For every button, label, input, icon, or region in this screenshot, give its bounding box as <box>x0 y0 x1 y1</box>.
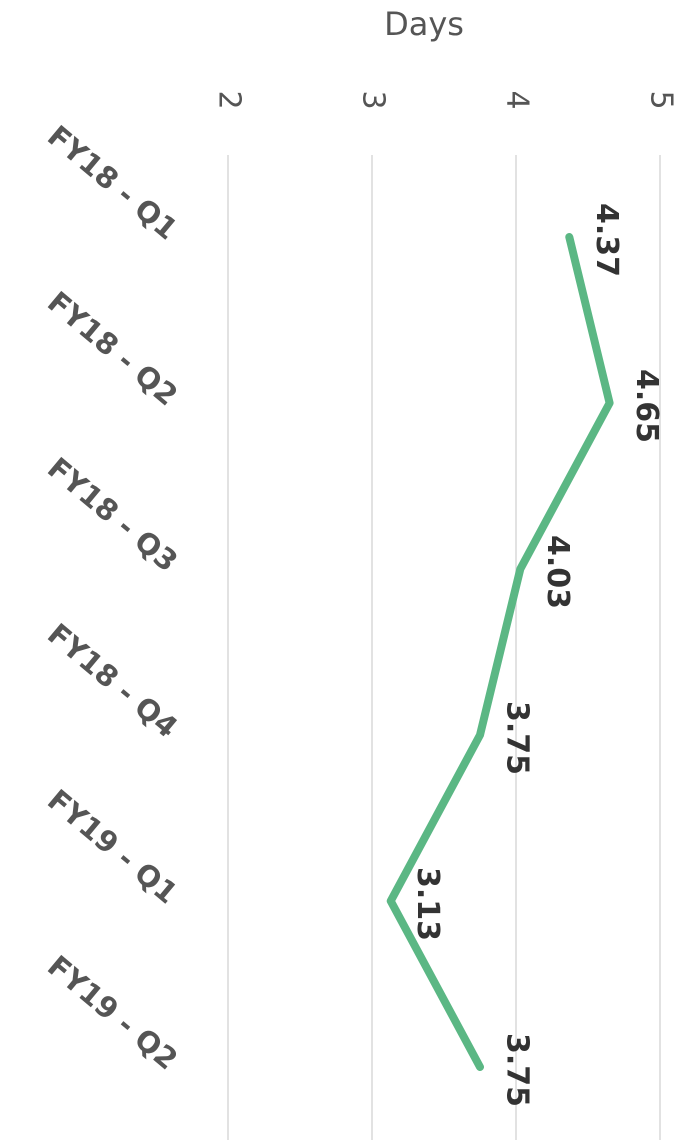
y-tick-label: 3 <box>356 90 391 109</box>
y-tick-label: 2 <box>212 90 247 109</box>
y-tick-label: 4 <box>500 90 535 109</box>
data-label: 4.03 <box>540 535 575 609</box>
x-tick-label: FY18 - Q3 <box>41 451 184 579</box>
line <box>386 233 614 1071</box>
y-tick-label: 5 <box>644 90 679 109</box>
data-label: 4.37 <box>589 203 624 277</box>
data-label: 3.75 <box>500 1033 535 1107</box>
x-tick-label: FY18 - Q2 <box>41 285 184 413</box>
x-tick-label: FY18 - Q1 <box>41 119 184 247</box>
data-label: 4.65 <box>629 369 664 443</box>
data-label: 3.13 <box>410 867 445 941</box>
x-tick-label: FY18 - Q4 <box>41 617 184 745</box>
data-label: 3.75 <box>500 701 535 775</box>
axis-title: Days <box>384 5 464 43</box>
x-tick-label: FY19 - Q2 <box>41 949 184 1077</box>
x-tick-label: FY19 - Q1 <box>41 783 184 911</box>
